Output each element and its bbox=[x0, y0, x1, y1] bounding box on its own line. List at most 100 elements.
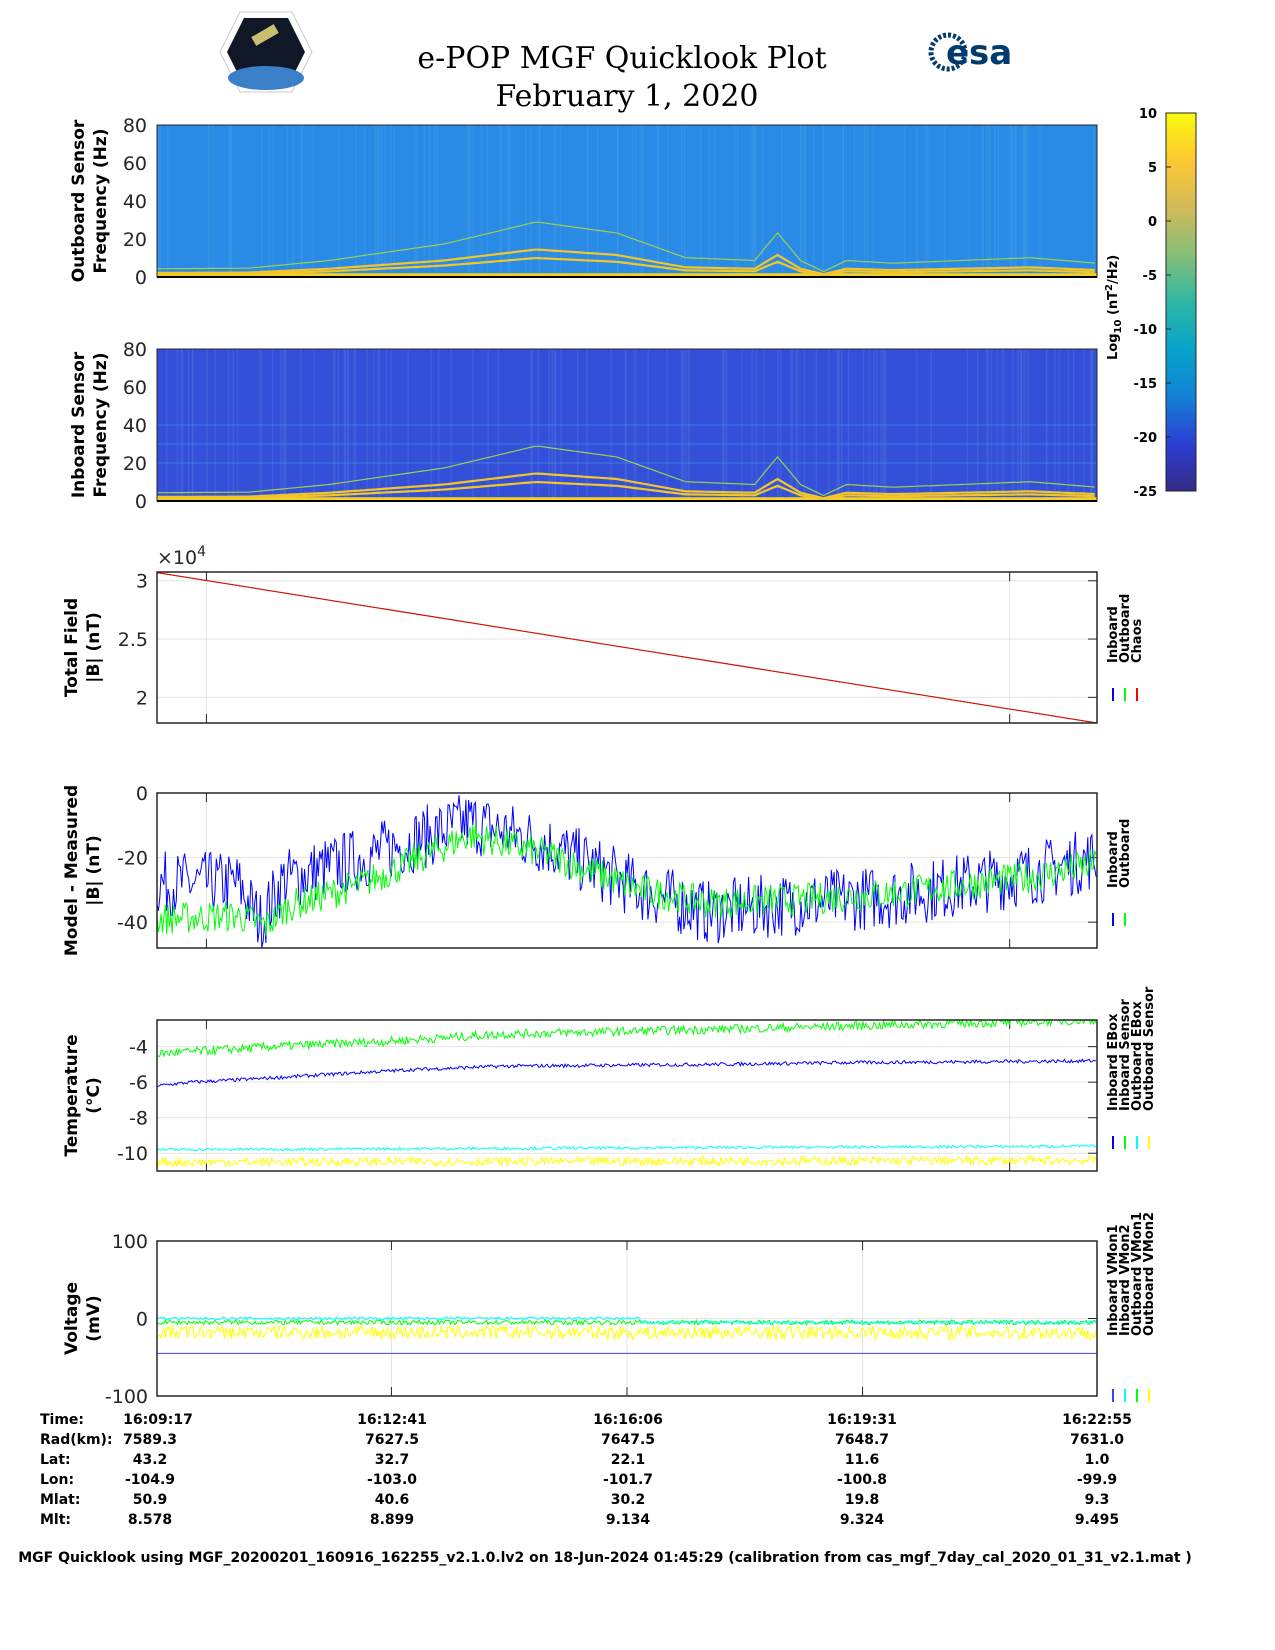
spectrogram-speckle bbox=[986, 125, 988, 277]
y-tick-label: -40 bbox=[117, 912, 148, 934]
spectrogram-speckle bbox=[734, 125, 736, 277]
inboard-spectrogram-panel: Inboard Sensor Frequency (Hz) 0 20 40 60 80 bbox=[69, 339, 1098, 513]
series-line-outboard-ebox bbox=[156, 1144, 1097, 1152]
colorbar-tick-label: 0 bbox=[1148, 215, 1157, 230]
spectrogram-speckle bbox=[762, 125, 764, 277]
spectrogram-speckle bbox=[803, 125, 805, 277]
y-axis-label: Model - Measured bbox=[62, 785, 82, 956]
spectrogram-speckle bbox=[428, 125, 431, 277]
table-cell: 16:19:31 bbox=[827, 1412, 897, 1428]
y-tick-label: 2 bbox=[136, 687, 148, 709]
colorbar-tick-label: 10 bbox=[1139, 107, 1157, 122]
spectrogram-speckle bbox=[301, 125, 303, 277]
harmonic-line bbox=[157, 256, 1095, 277]
y-axis-label: Voltage bbox=[62, 1282, 82, 1355]
y-tick-label: 0 bbox=[136, 783, 148, 805]
y-tick-label: -6 bbox=[129, 1072, 148, 1094]
spectrogram-speckle bbox=[1025, 125, 1028, 277]
spectrogram-speckle bbox=[872, 125, 874, 277]
table-cell: 16:09:17 bbox=[123, 1412, 193, 1428]
spectrogram-speckle bbox=[586, 125, 589, 277]
table-cell: 9.3 bbox=[1085, 1492, 1110, 1508]
colorbar-tick-label: -20 bbox=[1134, 431, 1158, 446]
table-cell: 16:12:41 bbox=[357, 1412, 427, 1428]
y-axis-label: Total Field bbox=[62, 598, 82, 697]
table-cell: 9.495 bbox=[1075, 1512, 1119, 1528]
model-minus-measured-panel: Model - Measured |B| (nT) 0 -20 -40 InboardOu… bbox=[62, 783, 1133, 956]
spectrogram-speckle bbox=[680, 125, 683, 277]
y-tick-label: -100 bbox=[105, 1386, 148, 1408]
spectrogram-speckle bbox=[616, 125, 619, 277]
voltage-panel: Voltage (mV) 100 0 -100 Inboard VMon1Inboard … bbox=[62, 1212, 1157, 1408]
spectrogram-speckle bbox=[472, 125, 474, 277]
y-tick-label: -20 bbox=[117, 848, 148, 870]
spectrogram-speckle bbox=[683, 125, 686, 277]
spectrogram-speckle bbox=[378, 125, 380, 277]
esa-logo-text: esa bbox=[946, 33, 1012, 73]
spectrogram-speckle bbox=[989, 125, 991, 277]
spectrogram-speckle bbox=[268, 125, 270, 277]
cassiope-logo bbox=[219, 11, 313, 93]
total-field-panel: Total Field |B| (nT) 3 2.5 2 ×104 InboardOutbo… bbox=[62, 544, 1145, 724]
legend-label: Inboard VMon1 bbox=[1106, 1224, 1121, 1336]
spectrogram-speckle bbox=[822, 125, 825, 277]
legend-label: Outboard bbox=[1118, 819, 1133, 888]
table-cell: 7631.0 bbox=[1070, 1432, 1124, 1448]
y-tick-label: 0 bbox=[136, 1309, 148, 1331]
spectrogram-speckle bbox=[559, 125, 562, 277]
y-tick-label: 0 bbox=[135, 267, 147, 289]
table-row-label: Lat: bbox=[40, 1452, 71, 1468]
plot-date: February 1, 2020 bbox=[495, 79, 758, 114]
plot-frame bbox=[156, 1240, 1098, 1397]
y-tick-label: 3 bbox=[136, 571, 148, 593]
table-row-label: Rad(km): bbox=[40, 1432, 113, 1448]
spectrogram-speckle bbox=[667, 125, 669, 277]
spectrogram-speckle bbox=[781, 125, 784, 277]
table-cell: 9.134 bbox=[606, 1512, 651, 1528]
harmonic-line bbox=[157, 248, 1095, 276]
spectrogram-speckle bbox=[915, 125, 918, 277]
y-tick-label: -10 bbox=[117, 1143, 148, 1165]
spectrogram-speckle bbox=[553, 125, 555, 277]
table-cell: -99.9 bbox=[1077, 1472, 1117, 1488]
table-cell: 32.7 bbox=[375, 1452, 410, 1468]
spectrogram-speckle bbox=[529, 125, 532, 277]
table-cell: -104.9 bbox=[125, 1472, 175, 1488]
spectrogram-speckle bbox=[1038, 125, 1040, 277]
spectrogram-speckle bbox=[1014, 125, 1016, 277]
spectrogram-speckle bbox=[393, 125, 395, 277]
spectrogram-speckle bbox=[1022, 125, 1025, 277]
spectrogram-speckle bbox=[207, 125, 210, 277]
spectrogram-speckle bbox=[639, 125, 641, 277]
table-cell: 9.324 bbox=[840, 1512, 885, 1528]
spectrogram-speckle bbox=[596, 125, 599, 277]
spectrogram-speckle bbox=[640, 125, 643, 277]
spectrogram-speckle bbox=[968, 125, 970, 277]
spectrogram-speckle bbox=[423, 125, 426, 277]
spectrogram-speckle bbox=[363, 125, 366, 277]
legend-label: Outboard VMon2 bbox=[1142, 1212, 1157, 1336]
table-row-label: Lon: bbox=[40, 1472, 74, 1488]
y-tick-label: -8 bbox=[129, 1108, 148, 1130]
spectrogram-speckle bbox=[300, 125, 302, 277]
legend-label: Inboard EBox bbox=[1106, 1013, 1121, 1111]
series-line-inboard-vmon2 bbox=[156, 1316, 1097, 1326]
legend-label: Outboard bbox=[1118, 594, 1133, 663]
spectrogram-speckle bbox=[656, 125, 659, 277]
spectrogram-speckle bbox=[414, 125, 416, 277]
spectrogram-speckle bbox=[642, 125, 644, 277]
colorbar-tick-label: 5 bbox=[1148, 161, 1157, 176]
spectrogram-speckle bbox=[480, 125, 482, 277]
table-cell: -100.8 bbox=[837, 1472, 887, 1488]
spectrogram-speckle bbox=[159, 125, 162, 277]
spectrogram-speckle bbox=[927, 125, 929, 277]
spectrogram-speckle bbox=[714, 125, 716, 277]
y-axis-label: (°C) bbox=[84, 1077, 104, 1114]
plot-title: e-POP MGF Quicklook Plot bbox=[417, 41, 826, 76]
y-tick-label: 0 bbox=[135, 491, 147, 513]
table-cell: 7627.5 bbox=[365, 1432, 419, 1448]
spectrogram-speckle bbox=[1010, 125, 1012, 277]
spectrogram-speckle bbox=[212, 125, 214, 277]
